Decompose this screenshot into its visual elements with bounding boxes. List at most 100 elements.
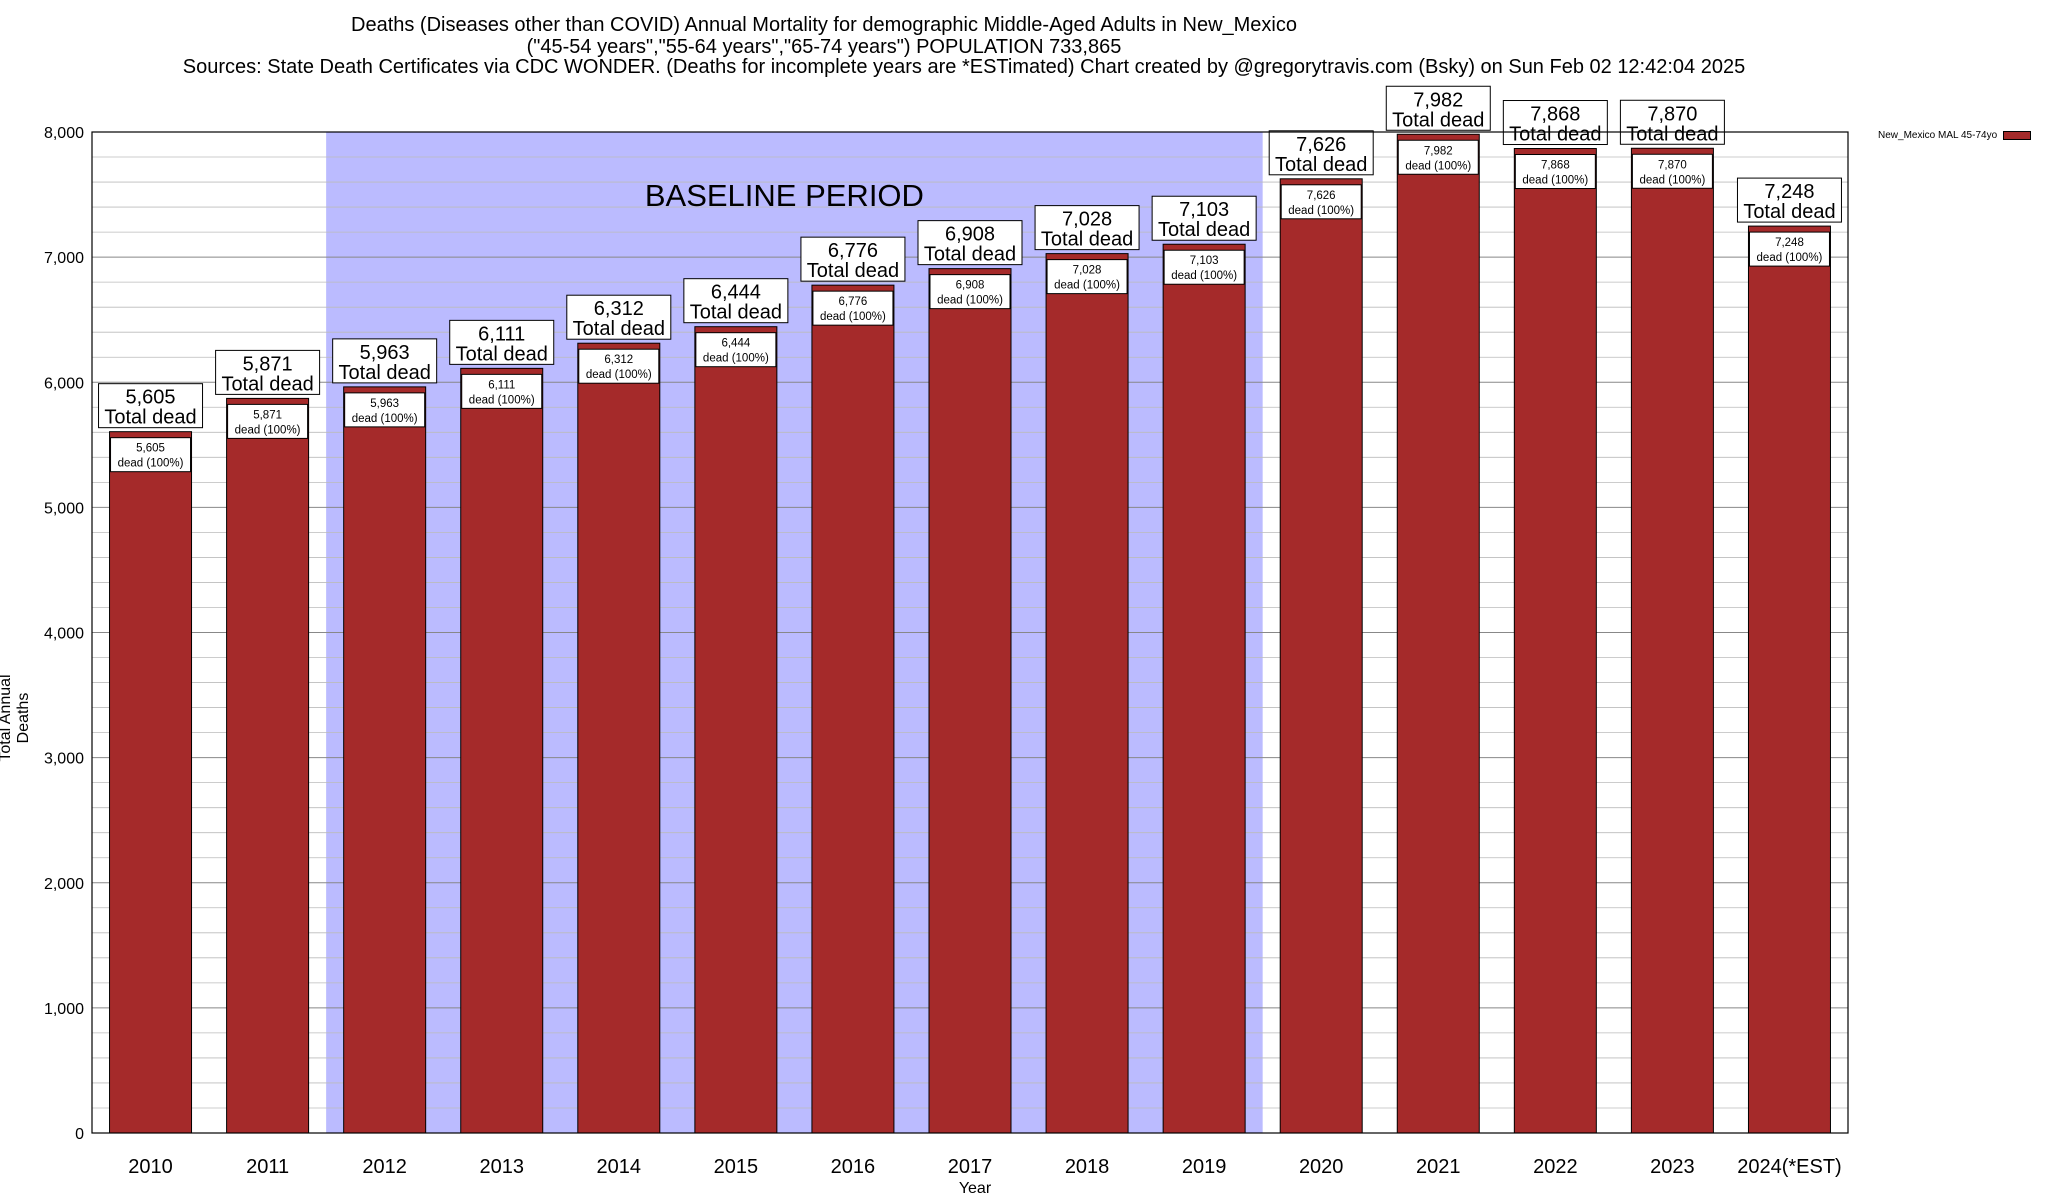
inner-value-label: 5,963 <box>370 398 399 410</box>
inner-value-label: 6,444 <box>721 338 750 350</box>
x-tick-label: 2017 <box>948 1156 993 1178</box>
inner-value-label: 7,626 <box>1307 190 1336 202</box>
bar <box>577 342 661 1134</box>
top-label-box <box>1385 85 1491 131</box>
x-tick-label: 2013 <box>479 1156 524 1178</box>
inner-percent-label: dead (100%) <box>1405 160 1471 172</box>
inner-percent-label: dead (100%) <box>469 394 535 406</box>
top-total-label: Total dead <box>1743 201 1835 223</box>
y-tick-label: 1,000 <box>44 1001 84 1018</box>
x-tick-label: 2014 <box>597 1156 642 1178</box>
top-total-label: Total dead <box>924 244 1016 266</box>
top-label-box <box>332 338 438 384</box>
bar <box>1630 147 1714 1134</box>
top-total-label: Total dead <box>690 302 782 324</box>
x-tick-label: 2024(*EST) <box>1737 1156 1842 1178</box>
inner-value-label: 6,312 <box>604 354 633 366</box>
x-tick-label: 2011 <box>246 1156 289 1178</box>
top-total-label: Total dead <box>1275 154 1367 176</box>
top-total-label: Total dead <box>1041 229 1133 251</box>
inner-label-box <box>110 437 192 473</box>
inner-percent-label: dead (100%) <box>352 413 418 425</box>
inner-label-box <box>1046 259 1128 295</box>
inner-label-box <box>1514 154 1596 190</box>
top-value-label: 6,312 <box>594 298 644 320</box>
top-value-label: 7,868 <box>1530 104 1580 126</box>
top-label-box <box>1619 99 1725 145</box>
plot-frame <box>91 131 1849 1134</box>
inner-label-box <box>1397 139 1479 175</box>
top-total-label: Total dead <box>104 407 196 429</box>
x-tick-label: 2023 <box>1650 1156 1695 1178</box>
y-tick-label: 5,000 <box>44 500 84 517</box>
chart-title-line-2: ("45-54 years","55-64 years","65-74 year… <box>526 36 1122 58</box>
inner-value-label: 7,868 <box>1541 160 1570 172</box>
top-total-label: Total dead <box>1509 124 1601 146</box>
top-total-label: Total dead <box>573 318 665 340</box>
inner-percent-label: dead (100%) <box>1288 205 1354 217</box>
top-value-label: 6,444 <box>711 282 761 304</box>
top-label-box <box>1034 205 1140 251</box>
top-label-box <box>1502 100 1608 146</box>
inner-label-box <box>812 290 894 326</box>
inner-label-box <box>1163 249 1245 285</box>
bar <box>1162 243 1246 1134</box>
top-label-box <box>1268 130 1374 176</box>
top-total-label: Total dead <box>221 373 313 395</box>
x-axis-label: Year <box>958 1180 992 1197</box>
y-tick-label: 0 <box>75 1126 84 1143</box>
top-label-box <box>1736 177 1842 223</box>
inner-label-box <box>344 392 426 428</box>
top-label-box <box>566 294 672 340</box>
inner-label-box <box>227 403 309 439</box>
chart-title-line-3: Sources: State Death Certificates via CD… <box>182 56 1746 78</box>
inner-percent-label: dead (100%) <box>1639 174 1705 186</box>
top-value-label: 7,626 <box>1296 134 1346 156</box>
top-label-box <box>449 319 555 365</box>
top-total-label: Total dead <box>339 362 431 384</box>
x-tick-label: 2022 <box>1533 1156 1578 1178</box>
top-value-label: 5,605 <box>126 387 176 409</box>
inner-value-label: 7,248 <box>1775 237 1804 249</box>
top-value-label: 7,248 <box>1764 181 1814 203</box>
inner-percent-label: dead (100%) <box>1522 175 1588 187</box>
inner-percent-label: dead (100%) <box>235 424 301 436</box>
inner-value-label: 6,908 <box>956 280 985 292</box>
top-label-box <box>1151 195 1257 241</box>
inner-label-box <box>929 274 1011 310</box>
inner-percent-label: dead (100%) <box>703 353 769 365</box>
top-total-label: Total dead <box>1626 123 1718 145</box>
y-tick-label: 4,000 <box>44 626 84 643</box>
inner-percent-label: dead (100%) <box>118 458 184 470</box>
y-tick-label: 2,000 <box>44 876 84 893</box>
inner-label-box <box>1631 153 1713 189</box>
inner-label-box <box>1748 231 1830 267</box>
bar <box>1513 148 1597 1134</box>
top-value-label: 5,871 <box>243 353 293 375</box>
top-value-label: 7,982 <box>1413 89 1463 111</box>
y-tick-label: 8,000 <box>44 125 84 142</box>
top-total-label: Total dead <box>807 260 899 282</box>
inner-value-label: 7,028 <box>1073 265 1102 277</box>
inner-percent-label: dead (100%) <box>1757 252 1823 264</box>
top-total-label: Total dead <box>1158 219 1250 241</box>
x-tick-label: 2021 <box>1416 1156 1461 1178</box>
top-value-label: 6,776 <box>828 240 878 262</box>
bar <box>928 268 1012 1134</box>
inner-value-label: 7,870 <box>1658 159 1687 171</box>
bar <box>811 284 895 1134</box>
legend: New_Mexico MAL 45-74yo <box>1878 130 2032 141</box>
top-label-box <box>917 220 1023 266</box>
inner-percent-label: dead (100%) <box>1054 280 1120 292</box>
chart-title-line-1: Deaths (Diseases other than COVID) Annua… <box>351 14 1297 36</box>
inner-value-label: 5,871 <box>253 409 282 421</box>
x-tick-label: 2016 <box>831 1156 876 1178</box>
y-tick-label: 3,000 <box>44 751 84 768</box>
x-tick-label: 2018 <box>1065 1156 1110 1178</box>
inner-value-label: 7,103 <box>1190 255 1219 267</box>
bar <box>1045 253 1129 1134</box>
bar <box>226 397 310 1134</box>
bar <box>460 367 544 1134</box>
x-tick-label: 2010 <box>128 1156 173 1178</box>
